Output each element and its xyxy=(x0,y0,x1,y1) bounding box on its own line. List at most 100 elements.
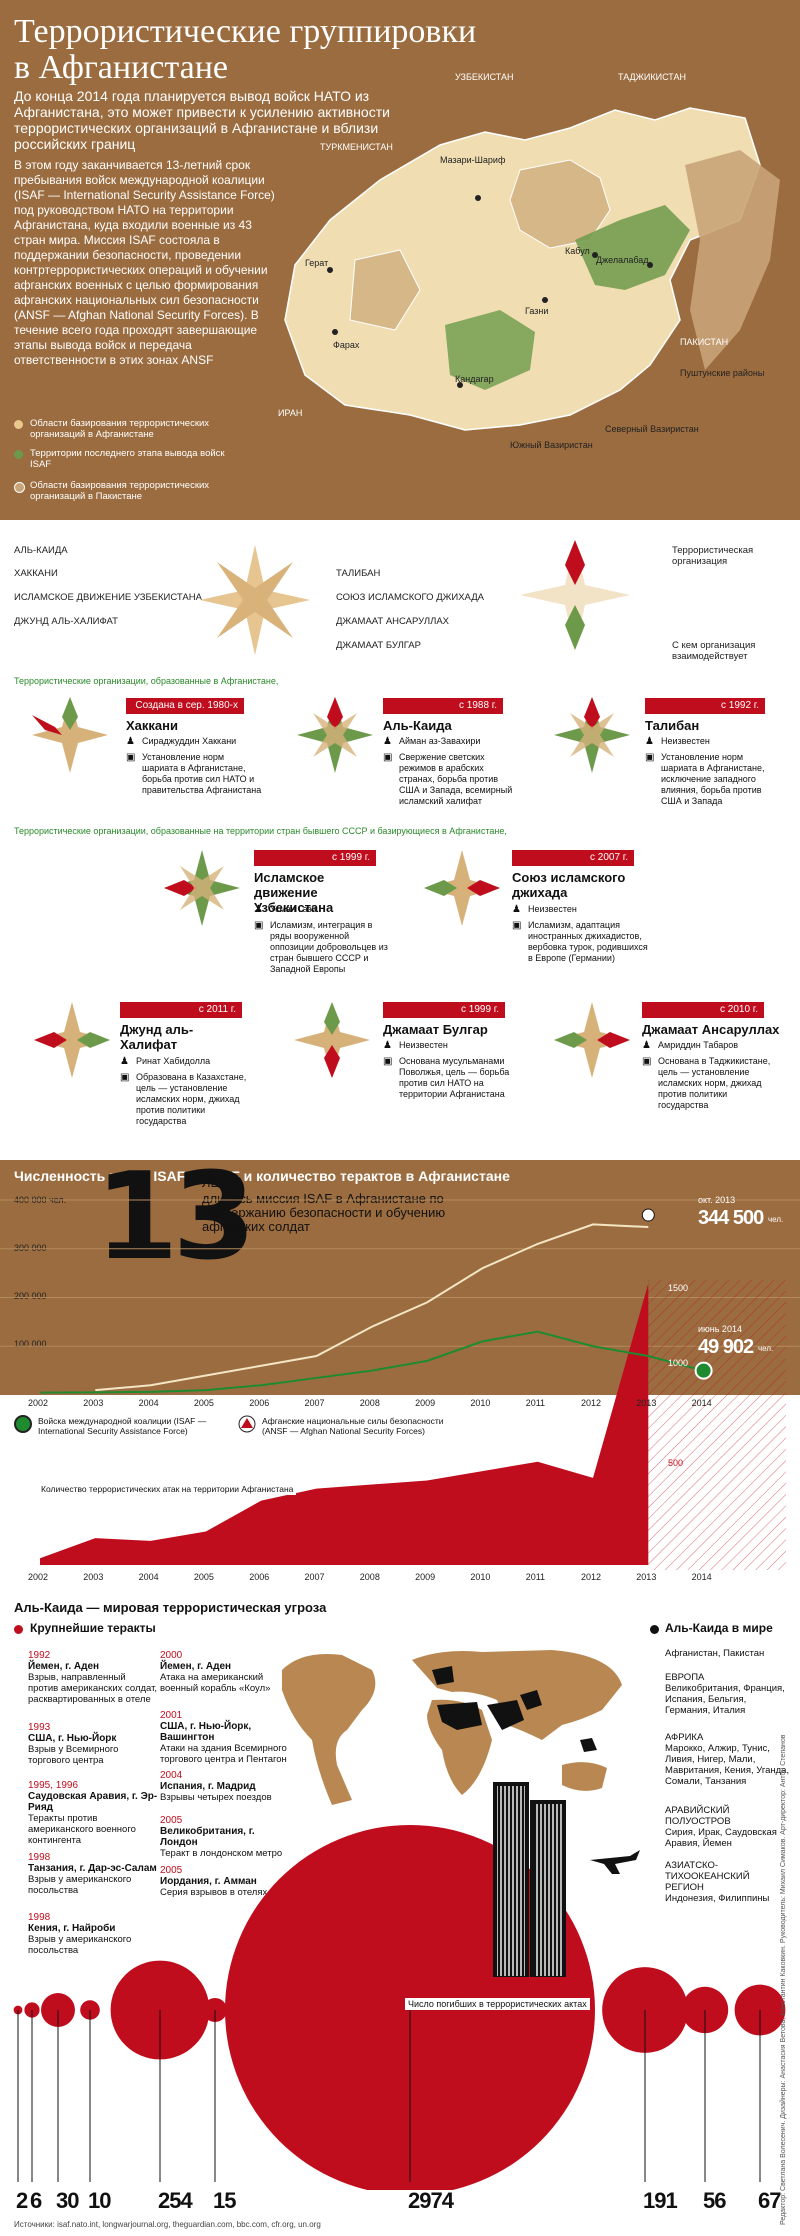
killed-number: 15 xyxy=(213,2188,237,2213)
badge-bulgar: с 1999 г. xyxy=(383,1002,505,1018)
city-mazar xyxy=(475,195,481,201)
killed-number: 254 xyxy=(158,2188,193,2213)
attack-place: Испания, г. Мадрид xyxy=(160,1781,256,1792)
badge-jund: с 2011 г. xyxy=(120,1002,242,1018)
year-tick: 2006 xyxy=(249,1572,270,1582)
attack-place: Кения, г. Найроби xyxy=(28,1923,116,1934)
body-text: В этом году заканчивается 13-летний срок… xyxy=(14,158,275,367)
star-key-icon xyxy=(200,545,310,655)
year-tick: 2010 xyxy=(470,1572,491,1582)
isaf-unit: чел. xyxy=(758,1344,774,1353)
tower-windows xyxy=(497,1786,525,1976)
section-ussr-orgs: Террористические организации, образованн… xyxy=(14,826,507,836)
org-leader: ♟ Неизвестен xyxy=(383,1040,448,1051)
year-tick: 2006 xyxy=(249,1398,270,1408)
ytick: 300 000 xyxy=(14,1243,47,1253)
sym-alqaeda: АЛЬ-КАИДА xyxy=(14,545,68,556)
pakistan-zone xyxy=(685,150,780,370)
attack-place: США, г. Нью-Йорк, Вашингтон xyxy=(160,1721,252,1743)
star-alqaeda-icon xyxy=(297,697,373,773)
region-item: Афганистан, Пакистан xyxy=(665,1648,790,1659)
star-union-icon xyxy=(424,850,500,926)
sym-taliban: ТАЛИБАН xyxy=(336,568,381,579)
isaf-value: 49 902 xyxy=(698,1336,754,1358)
org-name-taliban: Талибан xyxy=(645,718,700,733)
attack-place: США, г. Нью-Йорк xyxy=(28,1733,117,1744)
year-tick: 2008 xyxy=(359,1398,380,1408)
badge-taliban: с 1992 г. xyxy=(645,698,765,714)
leader-icon: ♟ xyxy=(383,1040,392,1051)
attack-desc: Атаки на здания Всемирного торгового цен… xyxy=(160,1743,287,1765)
org-leader: ♟ Айман аз-Завахири xyxy=(383,736,481,747)
isaf-legend: Войска международной коалиции (ISAF — In… xyxy=(38,1416,207,1436)
org-leader: ♟ Амриддин Табаров xyxy=(642,1040,739,1051)
sym-bulgar: ДЖАМААТ БУЛГАР xyxy=(336,640,421,651)
region-countries: Марокко, Алжир, Тунис, Ливия, Нигер, Мал… xyxy=(665,1743,790,1787)
star-haqqani-icon xyxy=(32,697,108,773)
killed-number: 2974 xyxy=(408,2188,454,2213)
city-herat xyxy=(327,267,333,273)
credits: Редактор: Светлана Волесенич. Дизайнеры:… xyxy=(780,1734,787,2225)
key-partner: С кем организация взаимодействует xyxy=(672,640,756,662)
australia-shape xyxy=(562,1762,607,1791)
year-axis-top: 2002 2003 2004 2005 2006 2007 2008 2009 2010 2011… xyxy=(0,1398,800,1410)
badge-ansarullah: с 2010 г. xyxy=(642,1002,764,1018)
leader-icon: ♟ xyxy=(645,736,654,747)
org-goal: ▣ Установление норм шариата в Афганистане… xyxy=(126,752,262,795)
attack-year: 2000 xyxy=(160,1650,183,1661)
label-kabul: Кабул xyxy=(565,246,590,256)
label-jalalabad: Джелалабад xyxy=(596,255,649,265)
year-tick: 2011 xyxy=(525,1572,546,1582)
book-icon: ▣ xyxy=(120,1072,130,1083)
year-tick: 2003 xyxy=(83,1572,104,1582)
killed-number: 2 xyxy=(16,2188,28,2213)
legend-swatch-icon xyxy=(14,420,23,429)
org-name-jund: Джунд аль-Халифат xyxy=(120,1022,194,1052)
region-item: АФРИКА Марокко, Алжир, Тунис, Ливия, Ниге… xyxy=(665,1732,790,1787)
ansf-endpoint xyxy=(641,1208,655,1222)
isaf-south-zone xyxy=(445,310,535,390)
attack-year: 2005 xyxy=(160,1865,183,1876)
world-title: Аль-Каида в мире xyxy=(665,1621,773,1635)
attack-desc: Теракт в лондонском метро xyxy=(160,1848,283,1859)
bullet-icon xyxy=(650,1625,659,1634)
alqaeda-asia-zone xyxy=(580,1738,597,1752)
tower-windows xyxy=(534,1804,562,1976)
sym-union: СОЮЗ ИСЛАМСКОГО ДЖИХАДА xyxy=(336,592,484,603)
big-number: 13 xyxy=(95,1148,256,1287)
region-heading: ЕВРОПА xyxy=(665,1672,705,1683)
star-taliban-icon xyxy=(554,697,630,773)
legend-isaf: Территории последнего этапа вывода войск… xyxy=(14,448,230,470)
year-tick: 2004 xyxy=(138,1398,159,1408)
ansf-unit: чел. xyxy=(768,1215,784,1224)
star-bulgar-icon xyxy=(294,1002,370,1078)
legend-pk-bases: Области базирования террористических орг… xyxy=(14,480,230,502)
badge-alqaeda: с 1988 г. xyxy=(383,698,503,714)
book-icon: ▣ xyxy=(126,752,136,763)
year-tick: 2004 xyxy=(138,1572,159,1582)
attack-place: Йемен, г. Аден xyxy=(160,1661,232,1672)
year-tick: 2013 xyxy=(636,1572,657,1582)
sym-ansarullah: ДЖАМААТ АНСАРУЛЛАХ xyxy=(336,616,450,627)
label-iran: ИРАН xyxy=(278,408,303,418)
leader-icon: ♟ xyxy=(512,904,521,915)
city-farah xyxy=(332,329,338,335)
org-name-bulgar: Джамаат Булгар xyxy=(383,1022,488,1037)
bullet-icon xyxy=(14,1625,23,1634)
book-icon: ▣ xyxy=(383,1056,393,1067)
city-ghazni xyxy=(542,297,548,303)
label-n-waziristan: Северный Вазиристан xyxy=(605,424,699,434)
label-ghazni: Газни xyxy=(525,306,549,316)
attack-desc: Серия взрывов в отелях xyxy=(160,1887,268,1898)
year-tick: 2010 xyxy=(470,1398,491,1408)
org-goal: ▣ Свержение светских режимов в арабских с… xyxy=(383,752,513,806)
page-title: Террористические группировки в Афганиста… xyxy=(14,13,477,86)
year-tick: 2002 xyxy=(28,1398,49,1408)
label-uzbekistan: УЗБЕКИСТАН xyxy=(455,72,514,82)
year-tick: 2013 xyxy=(636,1398,657,1408)
label-kandahar: Кандагар xyxy=(455,374,494,384)
ansf-value: 344 500 xyxy=(698,1207,764,1229)
star-imu-icon xyxy=(164,850,240,926)
isaf-line xyxy=(39,1330,704,1394)
year-tick: 2007 xyxy=(304,1572,325,1582)
